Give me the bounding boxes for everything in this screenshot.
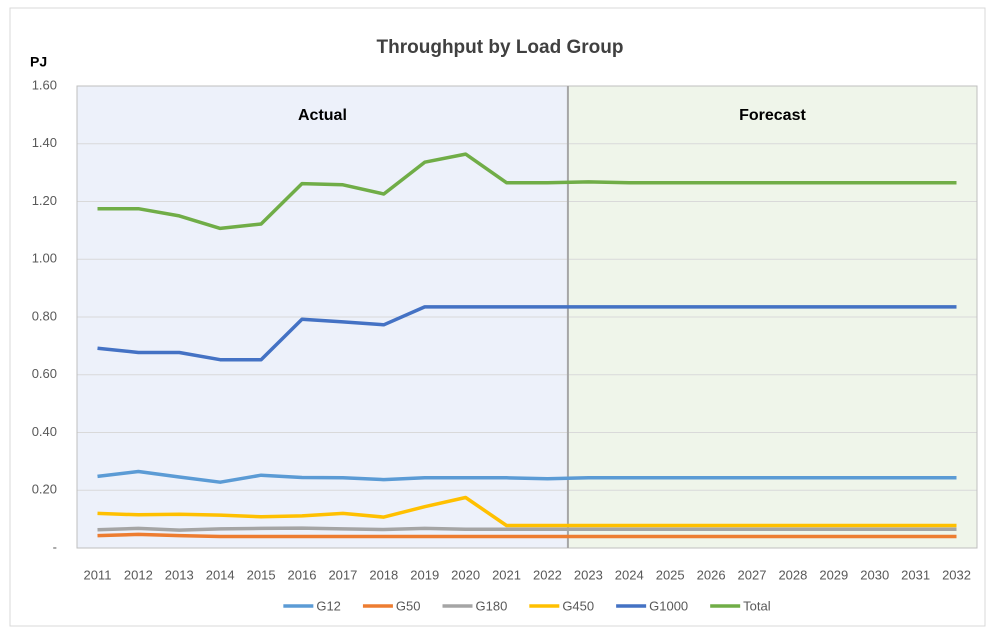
x-tick-label: 2020 bbox=[451, 567, 480, 582]
x-tick-label: 2028 bbox=[778, 567, 807, 582]
series-line bbox=[97, 305, 957, 362]
x-tick-label: 2015 bbox=[247, 567, 276, 582]
y-tick-label: 1.00 bbox=[32, 251, 57, 266]
y-tick-label: 0.60 bbox=[32, 366, 57, 381]
series-line bbox=[97, 152, 957, 231]
series-line bbox=[97, 532, 957, 539]
x-tick-label: 2032 bbox=[942, 567, 971, 582]
y-tick-label: 1.40 bbox=[32, 135, 57, 150]
x-tick-label: 2027 bbox=[738, 567, 767, 582]
legend-label: G450 bbox=[562, 598, 594, 613]
y-tick-label: 0.80 bbox=[32, 308, 57, 323]
x-tick-label: 2013 bbox=[165, 567, 194, 582]
x-tick-label: 2022 bbox=[533, 567, 562, 582]
legend-label: Total bbox=[743, 598, 771, 613]
annotation: Actual bbox=[298, 107, 347, 124]
legend-label: G180 bbox=[476, 598, 508, 613]
plot-border bbox=[76, 85, 978, 549]
annotation: Forecast bbox=[739, 107, 806, 124]
chart-title: Throughput by Load Group bbox=[377, 37, 624, 58]
x-tick-label: 2026 bbox=[697, 567, 726, 582]
x-tick-label: 2017 bbox=[328, 567, 357, 582]
legend-label: G1000 bbox=[649, 598, 688, 613]
series-line bbox=[97, 495, 957, 528]
y-tick-label: 0.20 bbox=[32, 482, 57, 497]
x-tick-label: 2012 bbox=[124, 567, 153, 582]
x-tick-label: 2024 bbox=[615, 567, 644, 582]
legend-label: G12 bbox=[316, 598, 341, 613]
legend-label: G50 bbox=[396, 598, 421, 613]
x-tick-label: 2030 bbox=[860, 567, 889, 582]
y-tick-label: - bbox=[53, 539, 57, 554]
y-tick-label: 0.40 bbox=[32, 424, 57, 439]
x-tick-label: 2016 bbox=[288, 567, 317, 582]
x-tick-label: 2014 bbox=[206, 567, 235, 582]
x-tick-label: 2025 bbox=[656, 567, 685, 582]
x-tick-label: 2029 bbox=[819, 567, 848, 582]
x-tick-label: 2023 bbox=[574, 567, 603, 582]
x-tick-label: 2021 bbox=[492, 567, 521, 582]
x-tick-label: 2018 bbox=[369, 567, 398, 582]
y-axis-label: PJ bbox=[30, 54, 47, 70]
y-tick-label: 1.20 bbox=[32, 193, 57, 208]
x-tick-label: 2031 bbox=[901, 567, 930, 582]
series-line bbox=[97, 526, 957, 532]
x-tick-label: 2019 bbox=[410, 567, 439, 582]
series-line bbox=[97, 469, 957, 484]
x-tick-label: 2011 bbox=[83, 567, 111, 582]
y-tick-label: 1.60 bbox=[32, 77, 57, 92]
